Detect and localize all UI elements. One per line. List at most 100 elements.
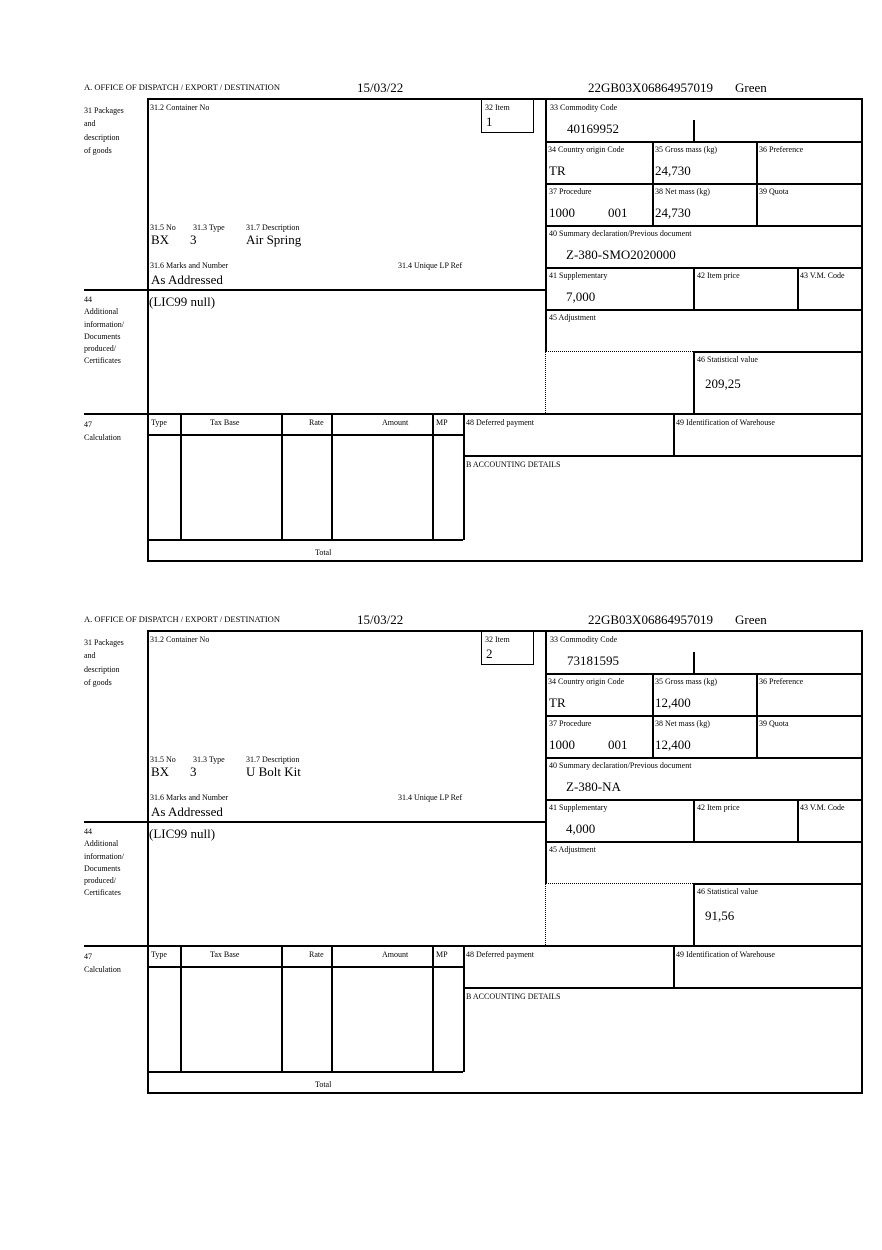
- type-label: 31.3 Type: [193, 755, 225, 764]
- form-rule-line: [147, 434, 463, 436]
- form-rule-line: [84, 821, 546, 823]
- statistical-value-label: 46 Statistical value: [697, 887, 758, 896]
- deferred-payment-label: 48 Deferred payment: [466, 950, 534, 959]
- summary-declaration-value: Z-380-NA: [566, 779, 621, 794]
- form-rule-line: [147, 560, 863, 562]
- item-box: [481, 630, 534, 665]
- form-rule-line: [84, 945, 863, 947]
- calc-col-amount: Amount: [382, 950, 409, 959]
- marks-label: 31.6 Marks and Number: [150, 793, 229, 802]
- calculation-label: 47 Calculation: [84, 952, 121, 974]
- form-rule-line: [463, 413, 465, 540]
- item-label: 32 Item: [485, 635, 510, 644]
- form-rule-line: [545, 883, 693, 884]
- form-rule-line: [147, 98, 149, 562]
- date: 15/03/22: [357, 80, 404, 95]
- form-rule-line: [84, 413, 863, 415]
- form-rule-line: [545, 630, 547, 883]
- total-label: Total: [315, 548, 332, 557]
- country-origin-value: TR: [549, 163, 566, 178]
- marks-value: As Addressed: [151, 272, 223, 287]
- additional-info-value: (LIC99 null): [149, 294, 216, 309]
- form-rule-line: [545, 673, 862, 675]
- form-rule-line: [463, 987, 862, 989]
- form-rule-line: [331, 945, 333, 1072]
- description-label: 31.7 Description: [246, 755, 300, 764]
- calculation-label: 47 Calculation: [84, 420, 121, 442]
- item-box: [481, 98, 534, 133]
- gross-mass-value: 24,730: [655, 163, 691, 178]
- form-rule-line: [693, 652, 695, 673]
- type-label: 31.3 Type: [193, 223, 225, 232]
- form-rule-line: [180, 413, 182, 540]
- item-price-label: 42 Item price: [697, 803, 740, 812]
- net-mass-value: 12,400: [655, 737, 691, 752]
- form-rule-line: [652, 141, 654, 225]
- supplementary-value: 7,000: [566, 289, 596, 304]
- summary-declaration-label: 40 Summary declaration/Previous document: [549, 229, 692, 238]
- marks-label: 31.6 Marks and Number: [150, 261, 229, 270]
- form-rule-line: [545, 183, 862, 185]
- additional-info-label: 44 Additional information/Documents produce…: [84, 827, 124, 898]
- goods-description: Air Spring: [246, 232, 302, 247]
- packages-label: 31 Packages and description of goods: [84, 106, 124, 155]
- form-rule-line: [147, 98, 863, 100]
- total-label: Total: [315, 1080, 332, 1089]
- form-rule-line: [693, 351, 695, 413]
- calc-col-amount: Amount: [382, 418, 409, 427]
- form-rule-line: [861, 630, 863, 1094]
- procedure-value: 1000: [549, 205, 575, 220]
- route-status: Green: [735, 612, 767, 627]
- warehouse-label: 49 Identification of Warehouse: [676, 418, 775, 427]
- unique-lp-ref-label: 31.4 Unique LP Ref: [398, 261, 463, 270]
- form-rule-line: [545, 98, 547, 351]
- office-heading: A. OFFICE OF DISPATCH / EXPORT / DESTINA…: [84, 614, 280, 624]
- form-rule-line: [463, 945, 465, 1072]
- item-declaration-form-2: A. OFFICE OF DISPATCH / EXPORT / DESTINA…: [0, 532, 882, 1094]
- net-mass-label: 38 Net mass (kg): [655, 719, 710, 728]
- form-rule-line: [463, 455, 862, 457]
- form-rule-line: [147, 630, 863, 632]
- form-rule-line: [545, 141, 862, 143]
- form-rule-line: [693, 267, 695, 309]
- packages-label: 31 Packages and description of goods: [84, 638, 124, 687]
- country-origin-label: 34 Country origin Code: [548, 145, 625, 154]
- supplementary-value: 4,000: [566, 821, 596, 836]
- form-rule-line: [861, 98, 863, 562]
- quota-label: 39 Quota: [759, 719, 789, 728]
- form-rule-line: [432, 945, 434, 1072]
- form-rule-line: [545, 799, 862, 801]
- calc-col-tax-base: Tax Base: [210, 418, 240, 427]
- adjustment-label: 45 Adjustment: [549, 313, 596, 322]
- procedure-value: 1000: [549, 737, 575, 752]
- reference-number: 22GB03X06864957019: [588, 612, 713, 627]
- form-rule-line: [281, 413, 283, 540]
- calc-col-type: Type: [151, 418, 167, 427]
- form-rule-line: [545, 267, 862, 269]
- commodity-code-value: 40169952: [567, 121, 619, 136]
- no-label: 31.5 No: [150, 223, 176, 232]
- form-rule-line: [147, 1071, 463, 1073]
- calc-col-tax-base: Tax Base: [210, 950, 240, 959]
- form-rule-line: [693, 799, 695, 841]
- form-rule-line: [147, 630, 149, 1094]
- summary-declaration-value: Z-380-SMO2020000: [566, 247, 676, 262]
- statistical-value: 91,56: [705, 908, 735, 923]
- commodity-code-label: 33 Commodity Code: [550, 635, 618, 644]
- gross-mass-value: 12,400: [655, 695, 691, 710]
- accounting-details-label: B ACCOUNTING DETAILS: [466, 992, 561, 1001]
- package-no: BX: [151, 232, 170, 247]
- additional-info-value: (LIC99 null): [149, 826, 216, 841]
- accounting-details-label: B ACCOUNTING DETAILS: [466, 460, 561, 469]
- item-number: 1: [486, 114, 493, 129]
- calc-col-mp: MP: [436, 418, 448, 427]
- net-mass-label: 38 Net mass (kg): [655, 187, 710, 196]
- form-rule-line: [545, 351, 693, 352]
- country-origin-value: TR: [549, 695, 566, 710]
- item-price-label: 42 Item price: [697, 271, 740, 280]
- gross-mass-label: 35 Gross mass (kg): [655, 145, 717, 154]
- country-origin-label: 34 Country origin Code: [548, 677, 625, 686]
- form-rule-line: [545, 883, 546, 945]
- form-rule-line: [797, 799, 799, 841]
